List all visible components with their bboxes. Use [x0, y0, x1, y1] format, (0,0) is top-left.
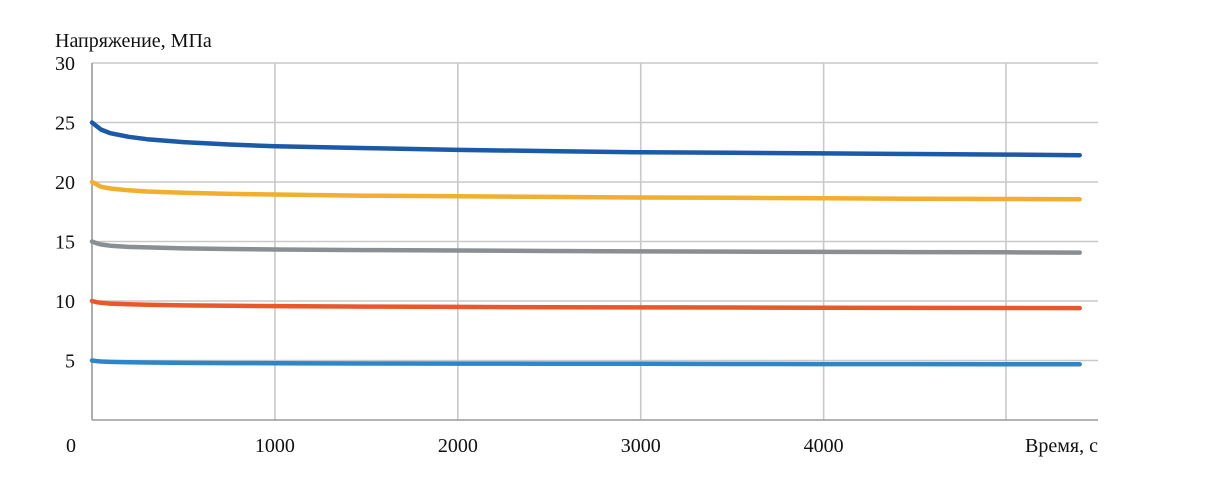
y-tick-label-20: 20 [55, 172, 75, 194]
y-tick-label-10: 10 [55, 291, 75, 313]
x-tick-label-3000: 3000 [621, 435, 661, 457]
series-layer [89, 120, 1082, 367]
label-layer: Напряжение, МПа Время, с 0 5 10 15 20 25 30 10… [55, 30, 1098, 457]
series-line-5 [89, 358, 1082, 367]
y-tick-label-15: 15 [55, 232, 75, 254]
x-tick-label-2000: 2000 [438, 435, 478, 457]
series-line-3 [89, 239, 1082, 255]
origin-tick-label: 0 [66, 435, 76, 457]
grid-layer [92, 62, 1098, 420]
series-line-4 [89, 298, 1082, 311]
series-line-1 [89, 120, 1082, 158]
x-tick-label-1000: 1000 [255, 435, 295, 457]
y-axis-title: Напряжение, МПа [55, 30, 212, 52]
y-tick-label-5: 5 [65, 351, 75, 373]
y-tick-label-30: 30 [55, 53, 75, 75]
series-line-2 [89, 179, 1082, 202]
x-tick-label-4000: 4000 [804, 435, 844, 457]
x-axis-title: Время, с [1025, 435, 1098, 457]
y-tick-label-25: 25 [55, 113, 75, 135]
